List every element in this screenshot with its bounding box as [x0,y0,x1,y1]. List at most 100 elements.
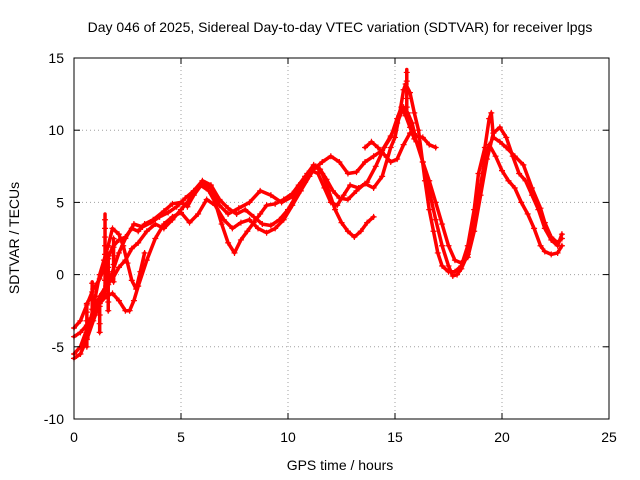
data-point-marker [257,187,264,194]
data-point-marker [516,170,523,177]
data-point-marker [263,202,270,209]
data-point-marker [449,273,456,280]
data-point-marker [439,221,446,228]
data-point-marker [548,251,555,258]
data-point-marker [105,299,112,306]
data-point-marker [445,242,452,249]
data-point-marker [411,109,418,116]
data-point-marker [548,236,555,243]
data-point-marker [430,228,437,235]
data-point-marker [403,104,410,111]
data-point-marker [477,182,484,189]
y-tick-label: -10 [44,411,64,427]
data-point-marker [537,242,544,249]
data-point-marker [77,317,84,324]
data-point-marker [505,177,512,184]
data-point-marker [96,271,103,278]
data-point-marker [115,231,122,238]
data-point-marker [445,262,452,269]
data-point-marker [83,326,90,333]
data-point-marker [353,169,360,176]
data-point-marker [216,196,223,203]
data-series [71,67,565,362]
data-point-marker [130,221,137,228]
y-tick-label: 5 [56,194,64,210]
data-point-marker [156,213,163,220]
x-tick-label: 0 [70,429,78,445]
data-point-marker [413,132,420,139]
data-point-marker [488,109,495,116]
data-point-marker [531,225,538,232]
x-tick-label: 25 [601,429,617,445]
series-line-trace-6 [363,131,438,164]
y-tick-label: 0 [56,267,64,283]
data-point-marker [280,216,287,223]
data-point-marker [229,225,236,232]
data-point-marker [259,221,266,228]
data-point-marker [139,223,146,230]
data-point-marker [319,158,326,165]
data-point-marker [231,249,238,256]
data-point-marker [205,187,212,194]
data-point-marker [184,199,191,206]
data-point-marker [169,216,176,223]
data-point-marker [225,205,232,212]
data-point-marker [110,244,117,251]
data-point-marker [89,280,96,287]
data-point-marker [464,251,471,258]
data-point-marker [135,239,142,246]
data-point-marker [128,245,135,252]
data-point-marker [403,86,410,93]
y-tick-label: 10 [48,122,64,138]
data-point-marker [496,124,503,131]
data-point-marker [503,134,510,141]
data-point-marker [406,124,413,131]
data-point-marker [496,138,503,145]
data-point-marker [458,265,465,272]
data-point-marker [169,200,176,207]
data-point-marker [237,236,244,243]
data-point-marker [312,163,319,170]
data-point-marker [327,199,334,206]
data-point-marker [143,228,150,235]
data-point-marker [203,196,210,203]
data-point-marker [96,329,103,336]
data-point-marker [432,144,439,151]
data-point-marker [400,141,407,148]
data-point-marker [344,170,351,177]
data-point-marker [242,206,249,213]
data-point-marker [499,167,505,174]
data-point-marker [143,257,150,264]
data-point-marker [302,173,309,180]
data-point-marker [237,219,244,226]
data-point-marker [130,297,137,304]
data-point-marker [105,290,112,297]
data-point-marker [246,216,253,223]
data-point-marker [403,69,410,76]
data-point-marker [426,206,433,213]
data-point-marker [102,234,109,241]
data-point-marker [558,242,565,249]
axis-ticks: 0 5 10 15 20 25 -10 -5 0 5 10 15 [44,50,617,445]
data-point-marker [334,202,341,209]
data-point-marker [522,177,529,184]
data-point-marker [109,225,116,232]
data-point-marker [403,112,410,119]
data-point-marker [197,182,204,189]
data-point-marker [173,203,180,210]
y-tick-label: 15 [48,50,64,66]
data-point-marker [126,307,133,314]
x-tick-label: 5 [177,429,185,445]
data-point-marker [250,213,257,220]
data-point-marker [77,329,84,336]
data-point-marker [511,184,518,191]
data-point-marker [454,271,461,278]
data-point-marker [137,268,144,275]
data-point-marker [426,141,433,148]
data-point-marker [105,264,112,271]
data-point-marker [182,195,189,202]
data-point-marker [110,235,117,242]
data-point-marker [381,144,388,151]
